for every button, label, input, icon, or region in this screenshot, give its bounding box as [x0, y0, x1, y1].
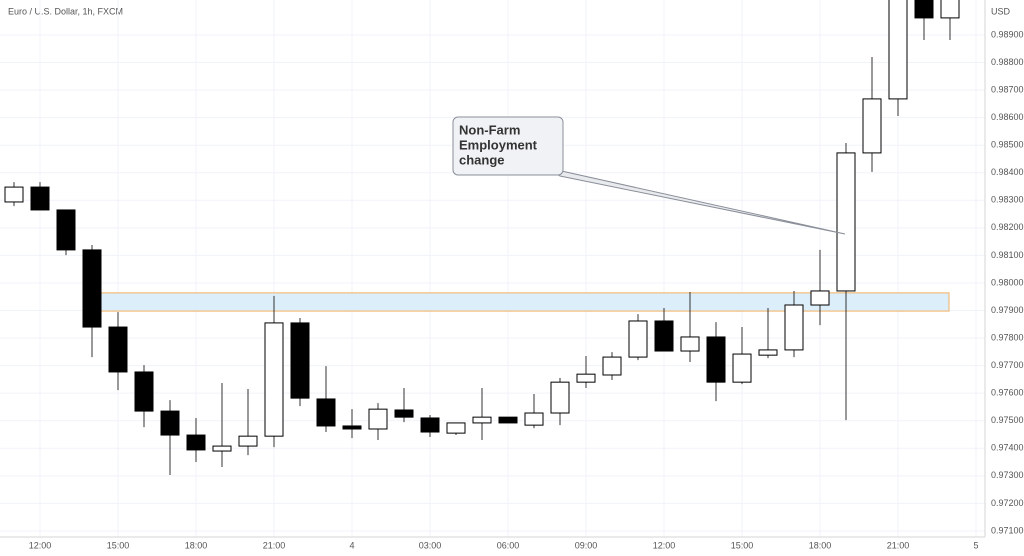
y-tick-label: 0.97700: [991, 360, 1024, 370]
candle-body: [30, 186, 50, 211]
candle-body: [576, 373, 596, 383]
candle-body: [550, 381, 570, 414]
chart-title: Euro / U.S. Dollar, 1h, FXCM: [8, 6, 123, 16]
x-tick-label: 18:00: [809, 540, 832, 550]
currency-label: USD: [991, 6, 1011, 16]
y-tick-label: 0.97100: [991, 525, 1024, 535]
y-tick-label: 0.97200: [991, 498, 1024, 508]
candle-body: [238, 435, 258, 447]
candle-body: [264, 322, 284, 437]
x-tick-label: 06:00: [497, 540, 520, 550]
y-tick-label: 0.98900: [991, 29, 1024, 39]
x-tick-label: 15:00: [107, 540, 130, 550]
y-tick-label: 0.98300: [991, 195, 1024, 205]
candle-body: [446, 422, 466, 434]
candle-body: [888, 0, 908, 100]
candle-body: [602, 356, 622, 376]
y-tick-label: 0.98700: [991, 84, 1024, 94]
y-tick-label: 0.97500: [991, 415, 1024, 425]
x-tick-label: 12:00: [29, 540, 52, 550]
callout-pointer: [547, 167, 846, 235]
y-tick-label: 0.97600: [991, 388, 1024, 398]
y-tick-label: 0.98200: [991, 222, 1024, 232]
candle-body: [758, 349, 778, 356]
candle-body: [472, 416, 492, 424]
candle-body: [732, 353, 752, 383]
x-tick-label: 4: [349, 540, 354, 550]
candle-body: [524, 412, 544, 426]
candle-body: [4, 186, 24, 203]
candle-body: [420, 417, 440, 433]
y-tick-label: 0.98600: [991, 112, 1024, 122]
candle-body: [82, 249, 102, 328]
candle-body: [914, 0, 934, 19]
annotation-text: Employment: [459, 137, 538, 152]
y-tick-label: 0.98800: [991, 57, 1024, 67]
x-tick-label: 15:00: [731, 540, 754, 550]
y-tick-label: 0.98000: [991, 277, 1024, 287]
y-tick-label: 0.97800: [991, 332, 1024, 342]
annotation-text: change: [459, 152, 505, 167]
candle-body: [394, 409, 414, 418]
candle-body: [134, 371, 154, 412]
x-tick-label: 18:00: [185, 540, 208, 550]
candle-body: [212, 445, 232, 452]
y-tick-label: 0.98500: [991, 140, 1024, 150]
candle-body: [108, 326, 128, 373]
candle-body: [706, 336, 726, 383]
y-tick-label: 0.97300: [991, 470, 1024, 480]
candle-body: [342, 425, 362, 430]
callout-box: [452, 116, 564, 176]
candle-body: [56, 209, 76, 251]
candle-body: [862, 98, 882, 154]
candle-body: [940, 0, 960, 19]
x-tick-label: 5: [973, 540, 978, 550]
y-tick-label: 0.98400: [991, 167, 1024, 177]
x-tick-label: 21:00: [887, 540, 910, 550]
candle-body: [498, 416, 518, 424]
candle-body: [628, 320, 648, 358]
annotation-text: Non-Farm: [459, 122, 520, 137]
candle-body: [680, 336, 700, 352]
candle-body: [290, 322, 310, 399]
candle-body: [160, 410, 180, 436]
x-tick-label: 21:00: [263, 540, 286, 550]
candle-body: [186, 434, 206, 451]
y-tick-label: 0.98100: [991, 250, 1024, 260]
x-tick-label: 09:00: [575, 540, 598, 550]
x-tick-label: 12:00: [653, 540, 676, 550]
candle-body: [368, 408, 388, 430]
candle-body: [810, 290, 830, 306]
candle-body: [316, 398, 336, 427]
y-tick-label: 0.97400: [991, 443, 1024, 453]
x-tick-label: 03:00: [419, 540, 442, 550]
candle-body: [836, 152, 856, 292]
plot-area: [4, 0, 960, 476]
candle-body: [654, 320, 674, 352]
candle-body: [784, 304, 804, 351]
y-tick-label: 0.97900: [991, 305, 1024, 315]
